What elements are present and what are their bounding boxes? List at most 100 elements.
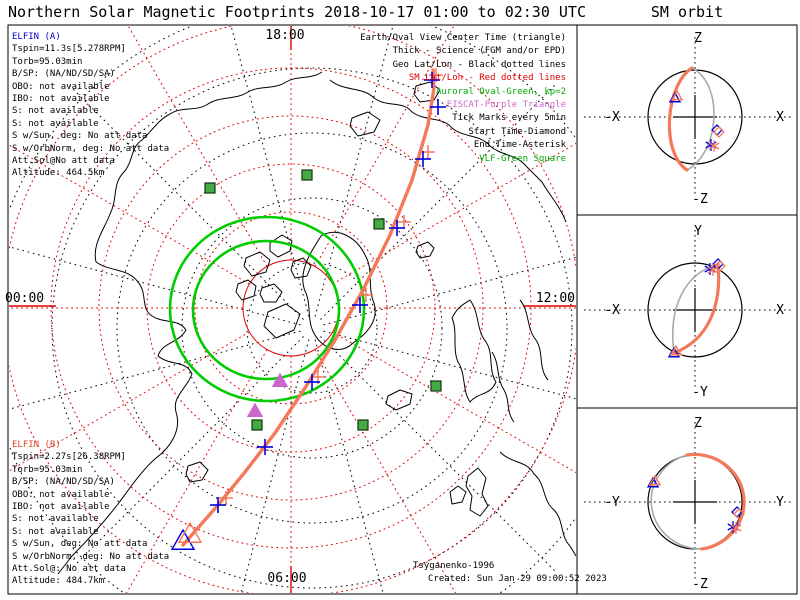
coastline (57, 261, 193, 575)
geo-meridian (67, 83, 304, 320)
mlt-label-0600: 06:00 (267, 571, 307, 586)
elfinB-line: Att.Sol@: No att data (12, 564, 126, 575)
panel-center-time-triangle (668, 91, 682, 103)
eiscat-triangle-marker (246, 402, 264, 417)
elfinA-line: Att.Sol@No att data (12, 156, 115, 167)
legend-line: VLF-Green Square (479, 153, 566, 164)
coastline (385, 389, 413, 411)
geo-meridian (320, 336, 557, 573)
elfinB-line: IBO: not available (12, 502, 110, 513)
elfinB-line: Altitude: 484.7km (12, 576, 105, 587)
panel-axis-label: -Z (692, 192, 708, 207)
sm-latitude-circle (50, 67, 532, 549)
coastline (491, 299, 549, 423)
panel-end-time-asterisk (707, 266, 719, 274)
elfinA-line: OBO: not available (12, 81, 110, 92)
panel-axis-label: Z (694, 416, 702, 431)
coastline (185, 461, 209, 483)
coastline (329, 79, 567, 223)
panel-center-time-triangle (646, 476, 660, 488)
auroral-oval (168, 215, 366, 403)
center-time-triangle-b (177, 521, 203, 543)
sm-orbit-panel-3: Z -Z -Y Y (584, 416, 793, 592)
panel-center-time-triangle (648, 474, 662, 486)
eiscat-triangle-marker (271, 372, 289, 387)
legend-line: EISCAT-Purple Triangle (446, 100, 566, 111)
elfinB-line: Tspin=2.27s[26.38RPM] (12, 452, 126, 463)
panel-end-time-asterisk (730, 524, 742, 532)
sm-orbit-panel-title: SM orbit (650, 3, 724, 21)
elfin-a-info-block: ELFIN (A) Tspin=11.3s[5.278RPM] Torb=95.03… (12, 31, 169, 180)
elfinB-line: B/SP: (NA/ND/SD/SA) (12, 477, 115, 488)
model-label: Tsyganenko-1996 (413, 561, 495, 571)
page-title: Northern Solar Magnetic Footprints 2018-… (8, 3, 586, 21)
elfinB-line: OBO: not available (12, 489, 110, 500)
elfinA-line: S: not available (12, 106, 99, 117)
elfinB-line: S: not available (12, 526, 99, 537)
panel-axis-label: -Y (692, 385, 708, 400)
elfinB-line: S: not available (12, 514, 99, 525)
geo-meridian (240, 339, 310, 593)
sm-orbit-panel-2: Y -Y -X X (584, 224, 793, 400)
sm-latitude-circle (98, 115, 484, 501)
mlt-label-1800: 18:00 (265, 28, 305, 43)
panel-start-time-diamond (733, 508, 745, 520)
elfinA-line: Torb=95.03min (12, 56, 83, 67)
panel-axis-label: Y (776, 495, 784, 510)
panel-axis-label: X (776, 303, 784, 318)
elfinA-line: Altitude: 464.5km (12, 168, 105, 179)
panel-center-time-triangle (667, 346, 681, 358)
coastline (94, 71, 323, 263)
panel-axis-label: -X (604, 303, 620, 318)
map-legend: Earth/Oval View Center Time (triangle) Th… (206, 32, 566, 166)
legend-line: Tick Marks every 5min (452, 113, 566, 124)
geo-parallel (246, 262, 378, 394)
legend-line: Geo Lat/Lon - Black dotted lines (392, 59, 566, 70)
elfinA-line: S w/Sun, deg: No att data (12, 131, 148, 142)
elfinB-header: ELFIN (B) (12, 440, 61, 450)
panel-axis-label: Z (694, 31, 702, 46)
panel-start-time-diamond (713, 126, 725, 138)
vlf-square-marker (251, 419, 263, 431)
sm-latitude-circle (194, 211, 388, 405)
geo-parallel (181, 197, 443, 459)
coastline (451, 299, 497, 403)
geo-meridian (314, 26, 394, 317)
panel-axis-label: Y (694, 224, 702, 239)
panel-end-time-asterisk (708, 142, 720, 150)
legend-line: Earth/Oval View Center Time (triangle) (360, 33, 566, 43)
mlt-label-0000: 00:00 (5, 291, 45, 306)
center-time-triangle-a (170, 528, 196, 550)
elfinB-line: Torb=95.03min (12, 464, 83, 475)
vlf-square-marker (373, 218, 385, 230)
coastline (499, 451, 576, 557)
geo-parallel (51, 67, 573, 589)
elfinA-line: S: not available (12, 118, 99, 129)
sm-orbit-panel-1: Z -Z -X X (584, 31, 793, 207)
elfinA-line: IBO: not available (12, 94, 110, 105)
footprint-track (181, 68, 436, 547)
elfinA-line: Tspin=11.3s[5.278RPM] (12, 44, 126, 55)
vlf-square-marker (204, 182, 216, 194)
elfin-b-info-block: ELFIN (B) Tspin=2.27s[26.38RPM] Torb=95.03… (12, 439, 169, 588)
legend-line: Auroral Oval-Green, kp=2 (435, 86, 566, 97)
panel-axis-label: -Z (692, 577, 708, 592)
mlt-label-1200: 12:00 (535, 291, 575, 306)
geo-meridian (323, 256, 576, 326)
main-map (9, 26, 576, 593)
coastline (235, 234, 312, 339)
legend-line: End Time-Asterisk (473, 140, 566, 151)
panel-axis-label: X (776, 110, 784, 125)
orbit-arc-far (686, 67, 715, 171)
figure-border (7, 24, 798, 595)
panel-center-time-triangle (669, 344, 683, 356)
created-timestamp: Created: Sun Jan 29 09:00:52 2023 (428, 574, 607, 584)
geo-meridian (314, 339, 384, 593)
orbit-arc-near (672, 262, 721, 355)
panel-start-time-diamond (714, 260, 726, 272)
coastline (449, 467, 489, 517)
geo-meridian (67, 336, 304, 573)
legend-line: Start Time-Diamond (468, 126, 566, 137)
legend-line: Thick - Science (FGM and/or EPD) (392, 46, 566, 57)
